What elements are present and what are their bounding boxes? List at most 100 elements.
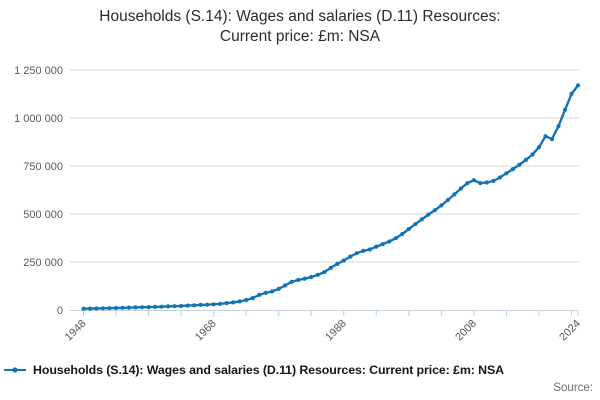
data-point[interactable] (185, 303, 190, 308)
data-point[interactable] (205, 302, 210, 307)
data-point[interactable] (328, 265, 333, 270)
data-point[interactable] (87, 306, 93, 311)
data-point[interactable] (478, 181, 483, 186)
data-point[interactable] (354, 251, 359, 256)
data-point[interactable] (94, 306, 99, 311)
data-point[interactable] (237, 299, 242, 304)
svg-text:500 000: 500 000 (23, 209, 63, 221)
data-point[interactable] (380, 242, 385, 247)
data-point[interactable] (439, 203, 444, 208)
data-point[interactable] (172, 304, 177, 309)
data-point[interactable] (387, 239, 392, 244)
data-point[interactable] (153, 304, 158, 309)
data-point[interactable] (81, 306, 86, 311)
svg-text:2024: 2024 (557, 318, 583, 344)
data-point[interactable] (270, 289, 275, 294)
data-point[interactable] (393, 236, 398, 241)
data-point[interactable] (140, 305, 145, 310)
data-point[interactable] (257, 292, 262, 297)
svg-text:2008: 2008 (453, 318, 479, 344)
chart-title-line-1: Households (S.14): Wages and salaries (D… (99, 8, 501, 25)
data-point[interactable] (315, 272, 320, 277)
legend-label: Households (S.14): Wages and salaries (D… (33, 362, 504, 377)
data-point[interactable] (367, 247, 372, 252)
data-point[interactable] (192, 303, 197, 308)
data-point[interactable] (432, 208, 437, 213)
data-point[interactable] (283, 283, 288, 288)
data-point[interactable] (113, 305, 119, 311)
data-point[interactable] (575, 83, 581, 88)
svg-text:1988: 1988 (323, 318, 349, 344)
data-point[interactable] (400, 231, 405, 237)
svg-text:1 000 000: 1 000 000 (14, 113, 63, 125)
data-point[interactable] (126, 305, 132, 310)
data-point[interactable] (250, 296, 255, 301)
data-point[interactable] (302, 276, 307, 281)
data-point[interactable] (263, 290, 268, 295)
data-point[interactable] (517, 162, 522, 167)
y-axis-labels: 0 250 000 500 000 750 000 1 000 000 1 250 000 (14, 65, 63, 317)
data-point[interactable] (276, 286, 281, 291)
data-point[interactable] (179, 303, 184, 309)
data-point[interactable] (445, 197, 450, 203)
data-point[interactable] (536, 145, 542, 150)
data-point[interactable] (419, 217, 424, 222)
legend-line-dot-icon (4, 366, 26, 373)
data-point[interactable] (556, 124, 561, 129)
data-point[interactable] (224, 301, 229, 306)
svg-text:750 000: 750 000 (23, 161, 63, 173)
chart-title: Households (S.14): Wages and salaries (D… (0, 7, 600, 48)
data-point[interactable] (530, 152, 535, 157)
data-point[interactable] (322, 270, 327, 275)
data-point[interactable] (159, 304, 164, 309)
legend[interactable]: Households (S.14): Wages and salaries (D… (3, 361, 597, 378)
data-point[interactable] (549, 137, 555, 142)
x-axis (70, 310, 579, 316)
data-point[interactable] (491, 178, 496, 184)
data-point[interactable] (166, 304, 171, 309)
svg-text:250 000: 250 000 (23, 257, 63, 269)
data-point[interactable] (120, 305, 125, 310)
svg-text:1948: 1948 (63, 318, 89, 344)
data-point[interactable] (471, 178, 476, 183)
data-point[interactable] (296, 277, 301, 283)
data-point[interactable] (543, 134, 548, 139)
data-point[interactable] (309, 274, 314, 280)
data-point[interactable] (465, 181, 470, 186)
data-point[interactable] (510, 167, 515, 172)
chart-title-line-2: Current price: £m: NSA (219, 28, 381, 46)
data-point[interactable] (218, 301, 223, 306)
data-point[interactable] (413, 222, 418, 227)
data-point[interactable] (497, 175, 502, 180)
data-point[interactable] (426, 212, 431, 217)
data-point[interactable] (146, 305, 151, 310)
source-label: Source: (553, 382, 593, 394)
data-point[interactable] (458, 186, 463, 191)
data-point[interactable] (484, 180, 489, 185)
data-point[interactable] (341, 258, 346, 263)
data-point[interactable] (361, 248, 366, 253)
series-households-wages[interactable] (81, 83, 581, 311)
svg-text:1 250 000: 1 250 000 (14, 65, 63, 77)
data-point[interactable] (335, 261, 340, 266)
data-point[interactable] (289, 279, 294, 284)
data-point[interactable] (452, 192, 457, 197)
data-point[interactable] (348, 254, 353, 259)
line-chart[interactable]: 0 250 000 500 000 750 000 1 000 000 1 250 000… (0, 0, 600, 358)
data-point[interactable] (504, 171, 509, 176)
data-point[interactable] (562, 107, 568, 112)
data-point[interactable] (100, 306, 106, 311)
svg-text:1968: 1968 (193, 318, 219, 344)
data-point[interactable] (406, 226, 411, 232)
data-point[interactable] (107, 306, 112, 311)
data-point[interactable] (523, 157, 529, 162)
data-point[interactable] (244, 297, 249, 303)
data-point[interactable] (231, 300, 236, 305)
data-point[interactable] (211, 302, 216, 307)
data-point[interactable] (569, 91, 574, 97)
data-point[interactable] (374, 244, 379, 249)
data-point[interactable] (198, 302, 203, 307)
gridlines (70, 69, 580, 263)
data-point[interactable] (133, 305, 138, 310)
